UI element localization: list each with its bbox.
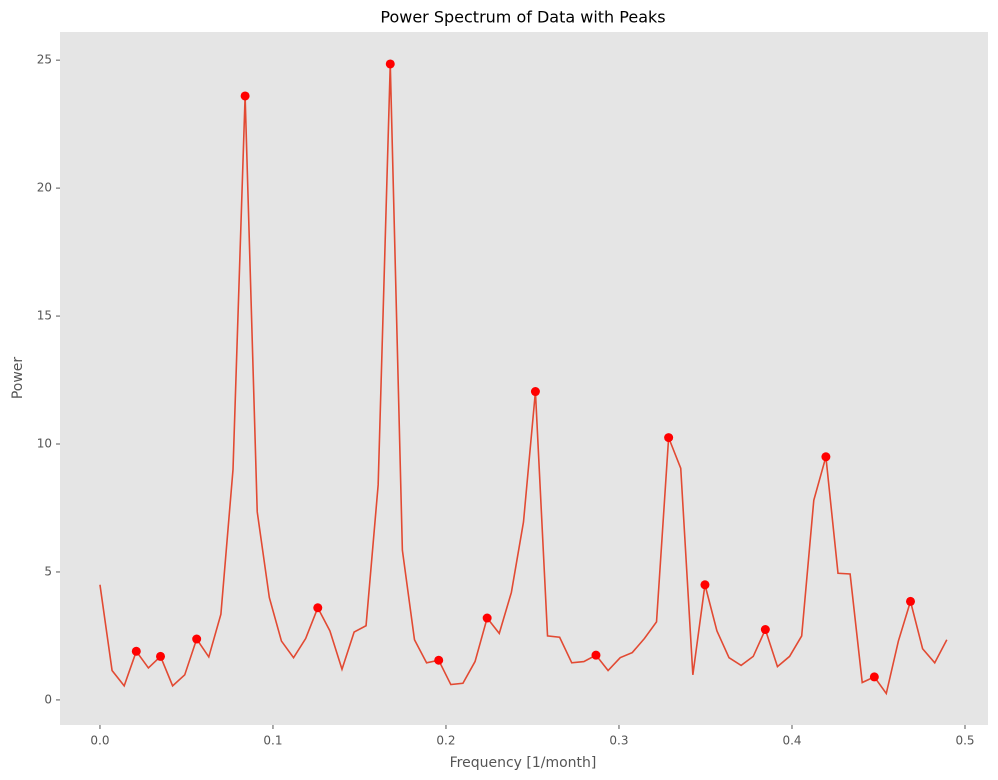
x-tick-label: 0.3	[609, 734, 628, 748]
x-tick-label: 0.4	[782, 734, 801, 748]
x-tick-label: 0.0	[90, 734, 109, 748]
plot-area	[60, 32, 988, 725]
peak-marker	[156, 651, 166, 661]
peak-marker	[664, 433, 674, 443]
peak-marker	[905, 596, 915, 606]
peak-marker	[869, 672, 879, 682]
y-tick-label: 15	[37, 309, 52, 323]
peak-marker	[313, 603, 323, 613]
x-tick-label: 0.5	[955, 734, 974, 748]
peak-marker	[385, 59, 395, 69]
y-tick-label: 10	[37, 437, 52, 451]
peak-marker	[700, 580, 710, 590]
peak-marker	[591, 650, 601, 660]
peak-marker	[434, 655, 444, 665]
y-axis-label: Power	[10, 357, 26, 400]
y-tick-label: 5	[44, 564, 52, 578]
y-tick-label: 25	[37, 53, 52, 67]
y-tick-label: 0	[44, 692, 52, 706]
peak-marker	[821, 452, 831, 462]
x-tick-label: 0.2	[436, 734, 455, 748]
x-axis-label: Frequency [1/month]	[450, 755, 597, 771]
chart-title: Power Spectrum of Data with Peaks	[380, 8, 665, 27]
y-tick-label: 20	[37, 181, 52, 195]
peak-marker	[760, 625, 770, 635]
peak-marker	[530, 387, 540, 397]
peak-marker	[482, 613, 492, 623]
peak-marker	[240, 91, 250, 101]
line-series	[99, 63, 948, 696]
peak-marker	[131, 646, 141, 656]
x-tick-label: 0.1	[263, 734, 282, 748]
peak-marker	[192, 634, 202, 644]
